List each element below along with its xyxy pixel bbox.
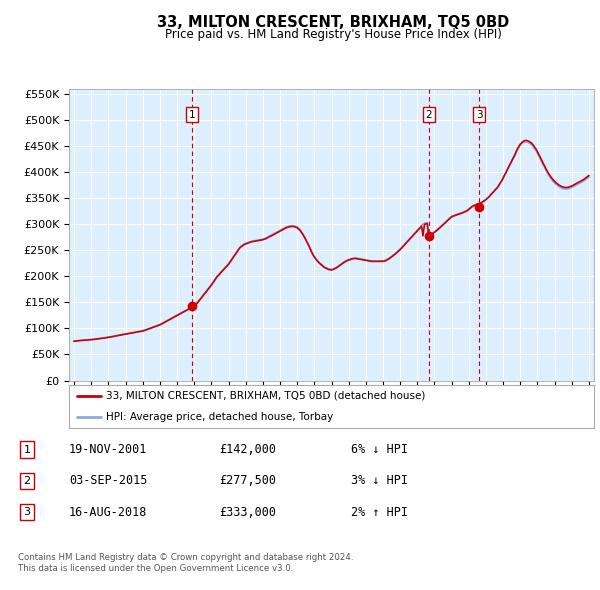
Text: 1: 1 bbox=[23, 445, 31, 454]
Text: Price paid vs. HM Land Registry's House Price Index (HPI): Price paid vs. HM Land Registry's House … bbox=[164, 28, 502, 41]
Text: 1: 1 bbox=[189, 110, 196, 120]
Text: 6% ↓ HPI: 6% ↓ HPI bbox=[351, 443, 408, 456]
Text: £277,500: £277,500 bbox=[219, 474, 276, 487]
Text: 3: 3 bbox=[23, 507, 31, 517]
Text: HPI: Average price, detached house, Torbay: HPI: Average price, detached house, Torb… bbox=[106, 412, 333, 422]
Text: 16-AUG-2018: 16-AUG-2018 bbox=[69, 506, 148, 519]
Text: Contains HM Land Registry data © Crown copyright and database right 2024.: Contains HM Land Registry data © Crown c… bbox=[18, 553, 353, 562]
Text: £142,000: £142,000 bbox=[219, 443, 276, 456]
Text: 2% ↑ HPI: 2% ↑ HPI bbox=[351, 506, 408, 519]
Text: 03-SEP-2015: 03-SEP-2015 bbox=[69, 474, 148, 487]
Text: 2: 2 bbox=[425, 110, 432, 120]
Text: 33, MILTON CRESCENT, BRIXHAM, TQ5 0BD: 33, MILTON CRESCENT, BRIXHAM, TQ5 0BD bbox=[157, 15, 509, 30]
Text: 19-NOV-2001: 19-NOV-2001 bbox=[69, 443, 148, 456]
Text: 3% ↓ HPI: 3% ↓ HPI bbox=[351, 474, 408, 487]
Text: This data is licensed under the Open Government Licence v3.0.: This data is licensed under the Open Gov… bbox=[18, 565, 293, 573]
Text: £333,000: £333,000 bbox=[219, 506, 276, 519]
Text: 33, MILTON CRESCENT, BRIXHAM, TQ5 0BD (detached house): 33, MILTON CRESCENT, BRIXHAM, TQ5 0BD (d… bbox=[106, 391, 425, 401]
Text: 3: 3 bbox=[476, 110, 483, 120]
Text: 2: 2 bbox=[23, 476, 31, 486]
